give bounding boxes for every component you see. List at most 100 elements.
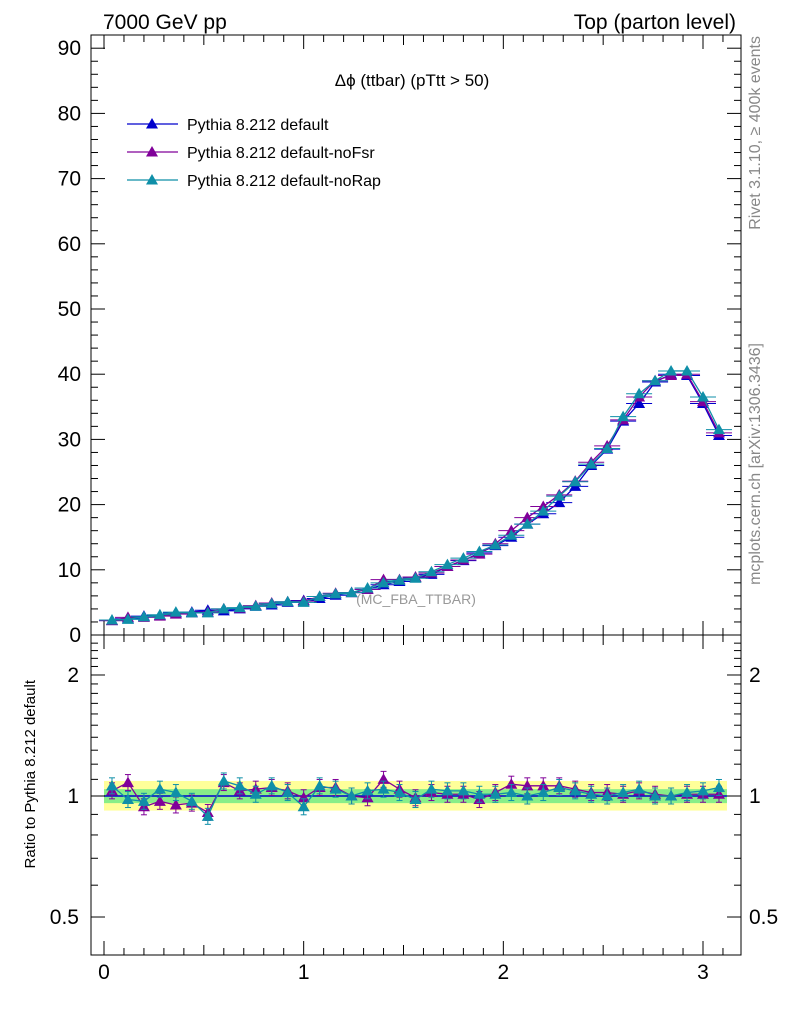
- main-series-point: [137, 610, 150, 622]
- analysis-watermark: (MC_FBA_TTBAR): [356, 591, 476, 607]
- ratio-series-point: [297, 800, 310, 812]
- main-series-point: [601, 442, 614, 454]
- ratio-series-point: [265, 779, 278, 791]
- main-y-tick-label: 10: [58, 559, 81, 582]
- mcplots-reference-label: mcplots.cern.ch [arXiv:1306.3436]: [747, 343, 764, 585]
- main-series-point: [521, 511, 534, 523]
- main-series-point: [633, 397, 646, 409]
- x-tick-label: 0: [98, 961, 110, 984]
- ratio-series-point: [153, 783, 166, 794]
- ratio-series-point: [441, 784, 454, 796]
- ratio-series-point: [601, 790, 614, 801]
- ratio-series-point: [345, 790, 358, 801]
- main-series-point: [697, 391, 709, 402]
- main-y-tick-label: 30: [58, 428, 81, 451]
- main-series-point: [345, 586, 358, 598]
- main-series-point: [249, 600, 262, 611]
- ratio-y-tick-label: 2: [67, 664, 79, 687]
- main-series-point: [409, 572, 422, 583]
- main-series-point: [297, 596, 310, 607]
- ratio-series-point: [313, 779, 326, 791]
- main-y-tick-label: 0: [69, 624, 81, 647]
- ratio-series-point: [249, 788, 262, 799]
- main-series-point: [313, 590, 326, 602]
- ratio-series-point: [617, 786, 630, 798]
- main-series-point: [153, 608, 166, 620]
- main-series-point: [185, 606, 198, 618]
- ratio-series-point: [473, 788, 486, 799]
- legend-marker: [146, 118, 158, 129]
- main-series-point: [281, 595, 294, 607]
- main-series-point: [169, 606, 182, 617]
- main-y-tick-label: 70: [58, 168, 81, 191]
- ratio-y-tick-label-right: 2: [749, 664, 761, 687]
- main-series-point: [521, 518, 534, 529]
- ratio-series-point: [169, 798, 182, 810]
- ratio-y-axis-label: Ratio to Pythia 8.212 default: [22, 679, 39, 868]
- ratio-series-point: [712, 781, 725, 792]
- main-series-point: [585, 458, 598, 469]
- main-series-point: [441, 558, 454, 570]
- ratio-series-point: [137, 795, 150, 806]
- legend-label: Pythia 8.212 default-noRap: [187, 173, 381, 190]
- ratio-series-point: [281, 786, 294, 798]
- legend-label: Pythia 8.212 default: [187, 117, 329, 134]
- main-y-tick-label: 60: [58, 233, 81, 256]
- main-series-point: [569, 475, 582, 487]
- ratio-series-point: [457, 784, 470, 796]
- ratio-series-point: [169, 786, 182, 798]
- main-series-point: [473, 545, 486, 557]
- main-series-point: [617, 410, 630, 422]
- ratio-series-point: [521, 790, 534, 801]
- ratio-series-point: [105, 779, 118, 791]
- x-tick-label: 2: [497, 961, 509, 984]
- main-series-point: [233, 601, 246, 613]
- main-series-point: [537, 505, 550, 516]
- ratio-series-point: [553, 781, 566, 792]
- ratio-y-tick-label: 0.5: [50, 906, 79, 929]
- main-series-point: [489, 539, 502, 550]
- header-right: Top (parton level): [574, 11, 736, 34]
- header-left: 7000 GeV pp: [103, 11, 227, 34]
- ratio-series-point: [361, 784, 374, 796]
- ratio-plot: [104, 770, 727, 825]
- plot-title: Δϕ (ttbar) (pTtt > 50): [335, 71, 490, 90]
- ratio-series-point: [217, 774, 230, 786]
- main-series-point: [217, 602, 230, 614]
- ratio-series-point: [185, 795, 198, 806]
- ratio-series-point: [153, 795, 166, 806]
- main-series-point: [201, 606, 214, 618]
- main-series-point: [121, 613, 134, 624]
- legend-marker: [146, 174, 158, 185]
- main-series-point: [329, 587, 342, 599]
- x-tick-label: 3: [697, 961, 709, 984]
- main-series-point: [361, 582, 374, 593]
- main-series-line-1: [111, 373, 720, 622]
- main-series-point: [649, 374, 662, 386]
- x-tick-label: 1: [298, 961, 310, 984]
- legend: Pythia 8.212 default Pythia 8.212 default…: [127, 117, 381, 190]
- main-y-tick-label: 90: [58, 37, 81, 60]
- ratio-series-point: [681, 786, 694, 798]
- main-y-tick-label: 50: [58, 298, 81, 321]
- ratio-series-point: [665, 790, 678, 801]
- ratio-y-tick-label: 1: [67, 785, 79, 808]
- ratio-series-point: [633, 783, 646, 794]
- ratio-series-point: [585, 788, 598, 799]
- ratio-series-point: [297, 791, 310, 803]
- ratio-series-point: [489, 788, 502, 799]
- main-series-point: [553, 496, 566, 508]
- ratio-series-point: [393, 786, 406, 798]
- legend-marker: [146, 146, 158, 157]
- ratio-series-point: [697, 784, 709, 796]
- main-y-tick-label: 40: [58, 363, 81, 386]
- main-series-point: [665, 364, 678, 376]
- main-series-line-0: [111, 373, 720, 622]
- main-series-point: [712, 423, 725, 435]
- rivet-version-label: Rivet 3.1.10, ≥ 400k events: [747, 36, 764, 230]
- main-series-point: [457, 552, 470, 563]
- ratio-series-point: [425, 783, 438, 794]
- main-series-point: [377, 576, 390, 588]
- main-series-point: [681, 364, 694, 376]
